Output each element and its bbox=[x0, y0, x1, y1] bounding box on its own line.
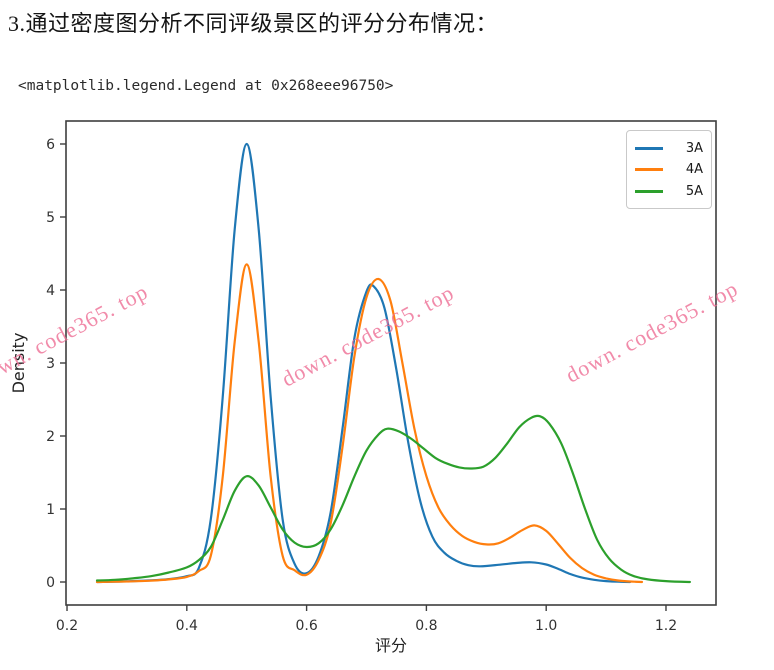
section-heading: 3.通过密度图分析不同评级景区的评分分布情况： bbox=[8, 11, 499, 36]
kde-curve-3A bbox=[95, 142, 632, 584]
x-tick-label: 0.6 bbox=[295, 618, 317, 634]
x-tick-label: 0.8 bbox=[415, 618, 437, 634]
legend-line-sample bbox=[635, 146, 663, 150]
y-tick-label: 0 bbox=[46, 575, 55, 591]
legend-item-5A: 5A bbox=[635, 184, 703, 199]
x-axis-label: 评分 bbox=[375, 636, 407, 655]
legend-line-sample bbox=[635, 168, 663, 171]
y-tick-label: 3 bbox=[46, 356, 55, 372]
cell-output-text: <matplotlib.legend.Legend at 0x268eee967… bbox=[18, 78, 394, 94]
x-tick-label: 0.4 bbox=[176, 618, 198, 634]
legend-label: 4A bbox=[685, 162, 703, 177]
kde-curve-4A bbox=[95, 263, 644, 584]
y-tick-label: 4 bbox=[46, 283, 55, 299]
y-tick-label: 6 bbox=[46, 137, 55, 153]
y-tick-label: 2 bbox=[46, 429, 55, 445]
y-axis-label: Density bbox=[9, 333, 28, 394]
y-tick-label: 5 bbox=[46, 210, 55, 226]
legend-label: 3A bbox=[685, 140, 703, 156]
legend-item-4A: 4A bbox=[635, 162, 703, 177]
x-tick-label: 1.2 bbox=[655, 618, 677, 634]
x-tick-label: 0.2 bbox=[56, 618, 78, 634]
legend-item-3A: 3A bbox=[635, 141, 703, 156]
chart-legend: 3A 4A 5A bbox=[626, 130, 712, 209]
x-tick-label: 1.0 bbox=[535, 618, 557, 634]
legend-line-sample bbox=[635, 189, 663, 193]
kde-curve-5A bbox=[95, 414, 691, 584]
plot-border bbox=[65, 120, 717, 606]
y-tick-label: 1 bbox=[46, 502, 55, 518]
legend-label: 5A bbox=[685, 183, 703, 199]
